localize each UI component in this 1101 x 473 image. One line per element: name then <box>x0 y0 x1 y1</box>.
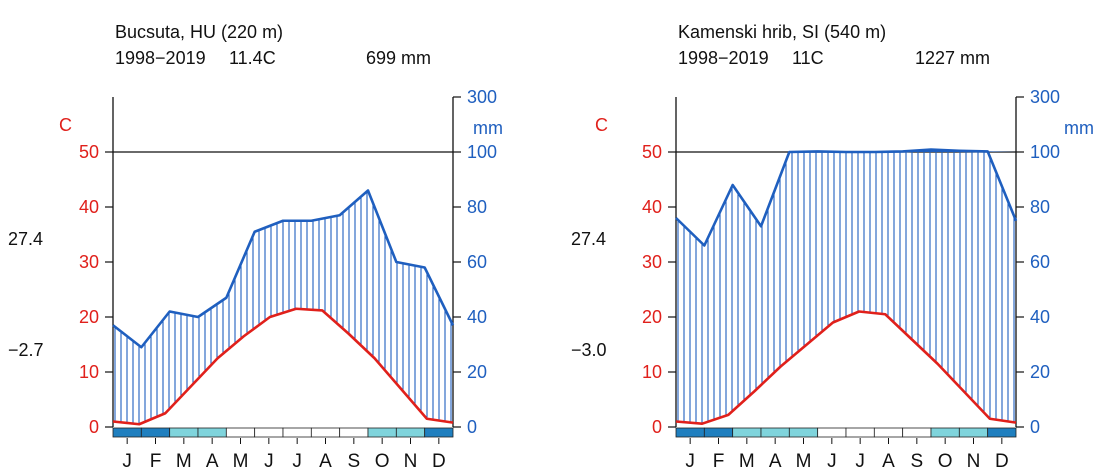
temp-tick-label: 40 <box>642 197 662 217</box>
frost-bar <box>169 427 199 438</box>
mean-temperature: 11C <box>792 48 824 68</box>
precip-tick-label: 0 <box>1030 417 1040 437</box>
precip-tick-label: 60 <box>1030 252 1050 272</box>
frost-bar <box>732 427 762 438</box>
frost-bar <box>873 427 904 438</box>
frost-bar <box>367 427 397 438</box>
frost-bar <box>675 427 705 438</box>
precip-tick-label: 300 <box>1030 87 1060 107</box>
frost-bar <box>987 427 1017 438</box>
frost-bar <box>845 427 875 438</box>
precip-tick-label: 60 <box>467 252 487 272</box>
period-label: 1998−2019 <box>115 48 206 68</box>
month-label: M <box>233 451 249 472</box>
frost-bar <box>760 427 790 438</box>
month-label: J <box>122 451 132 472</box>
month-label: J <box>855 451 865 472</box>
max-temp-label: 27.4 <box>8 229 43 249</box>
temp-tick-label: 40 <box>79 197 99 217</box>
month-label: D <box>432 451 446 472</box>
month-label: N <box>967 451 981 472</box>
precip-axis-unit: mm <box>473 118 503 138</box>
month-label: J <box>685 451 695 472</box>
month-label: A <box>882 451 895 472</box>
precip-tick-label: 80 <box>1030 197 1050 217</box>
climate-diagram-bucsuta: Bucsuta, HU (220 m) 1998−2019 11.4C 699 … <box>8 22 503 472</box>
mean-temperature: 11.4C <box>229 48 276 68</box>
month-label: S <box>910 451 923 472</box>
station-title: Kamenski hrib, SI (540 m) <box>678 22 886 42</box>
frost-bar <box>225 427 256 438</box>
temp-tick-label: 10 <box>79 362 99 382</box>
frost-bar <box>788 427 819 438</box>
frost-bar <box>424 427 454 438</box>
precipitation-line <box>675 148 1018 247</box>
temp-tick-label: 30 <box>642 252 662 272</box>
month-label: N <box>404 451 418 472</box>
precip-tick-label: 80 <box>467 197 487 217</box>
precip-tick-label: 0 <box>467 417 477 437</box>
temp-tick-label: 0 <box>652 417 662 437</box>
month-label: M <box>739 451 755 472</box>
month-label: M <box>176 451 192 472</box>
period-label: 1998−2019 <box>678 48 769 68</box>
min-temp-label: −2.7 <box>8 340 44 360</box>
month-label: M <box>796 451 812 472</box>
precip-axis-unit: mm <box>1064 118 1094 138</box>
temp-tick-label: 50 <box>642 142 662 162</box>
temp-tick-label: 20 <box>642 307 662 327</box>
precip-tick-label: 20 <box>1030 362 1050 382</box>
frost-bar <box>140 427 171 438</box>
temperature-line <box>675 310 1017 425</box>
temp-tick-label: 20 <box>79 307 99 327</box>
month-label: A <box>206 451 219 472</box>
precip-tick-label: 40 <box>467 307 487 327</box>
frost-bar <box>282 427 312 438</box>
frost-bar <box>958 427 989 438</box>
frost-bar <box>339 427 369 438</box>
precip-tick-label: 20 <box>467 362 487 382</box>
month-label: O <box>375 451 390 472</box>
annual-precipitation: 699 mm <box>366 48 431 68</box>
frost-bar <box>930 427 960 438</box>
frost-bar <box>902 427 932 438</box>
frost-bar <box>310 427 341 438</box>
month-label: A <box>319 451 332 472</box>
annual-precipitation: 1227 mm <box>915 48 990 68</box>
frost-bar <box>703 427 734 438</box>
month-label: J <box>264 451 274 472</box>
temp-tick-label: 0 <box>89 417 99 437</box>
month-label: O <box>938 451 953 472</box>
precip-tick-label: 100 <box>467 142 497 162</box>
temp-axis-unit: C <box>595 115 608 135</box>
month-label: F <box>150 451 162 472</box>
climate-diagram-kamenski-hrib: Kamenski hrib, SI (540 m) 1998−2019 11C … <box>571 22 1094 472</box>
temperature-line <box>112 307 454 426</box>
precip-tick-label: 40 <box>1030 307 1050 327</box>
frost-bar <box>817 427 847 438</box>
month-label: J <box>292 451 302 472</box>
temp-tick-label: 30 <box>79 252 99 272</box>
frost-bar <box>395 427 426 438</box>
temp-tick-label: 10 <box>642 362 662 382</box>
frost-bar <box>254 427 284 438</box>
month-label: S <box>347 451 360 472</box>
precip-tick-label: 100 <box>1030 142 1060 162</box>
frost-bar <box>197 427 227 438</box>
temp-tick-label: 50 <box>79 142 99 162</box>
station-title: Bucsuta, HU (220 m) <box>115 22 283 42</box>
month-label: D <box>995 451 1009 472</box>
precip-tick-label: 300 <box>467 87 497 107</box>
min-temp-label: −3.0 <box>571 340 607 360</box>
month-label: A <box>769 451 782 472</box>
month-label: F <box>713 451 725 472</box>
temp-axis-unit: C <box>59 115 72 135</box>
precipitation-line <box>112 189 455 349</box>
month-label: J <box>827 451 837 472</box>
max-temp-label: 27.4 <box>571 229 606 249</box>
frost-bar <box>112 427 142 438</box>
